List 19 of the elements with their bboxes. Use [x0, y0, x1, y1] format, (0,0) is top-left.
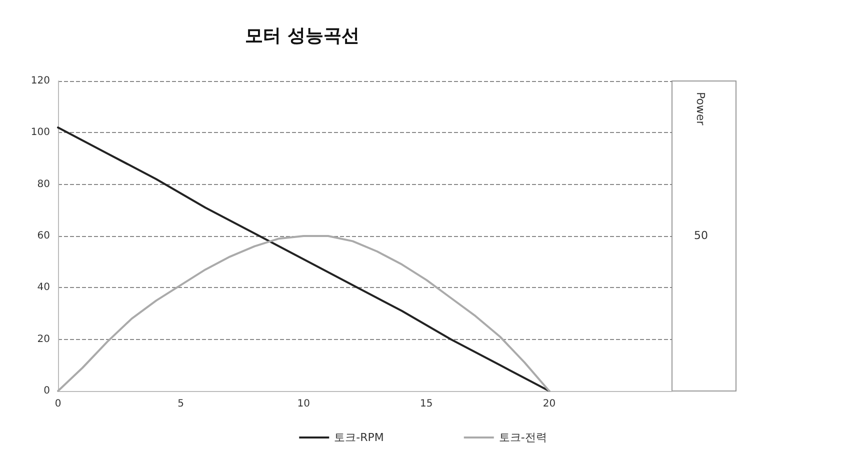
chart-title: 모터 성능곡선 [245, 26, 360, 46]
text: 50 [694, 229, 708, 242]
y-tick-label: 120 [30, 76, 50, 86]
x-tick-label: 20 [542, 398, 556, 410]
y-tick-label: 0 [44, 386, 50, 396]
y-tick-label: 20 [37, 334, 50, 345]
text: Power [694, 92, 707, 126]
x-tick-label: 10 [297, 398, 310, 410]
x-tick-label: 15 [420, 398, 433, 410]
legend-label: 토크-전력 [498, 431, 547, 444]
y-tick-label: 40 [37, 282, 50, 294]
line-series [57, 235, 550, 392]
line-series [57, 126, 550, 392]
x-tick-label: 5 [178, 398, 184, 410]
y-tick-label: 80 [37, 178, 50, 190]
x-tick-label: 0 [54, 398, 62, 410]
y-tick-label: 60 [37, 230, 50, 242]
y-tick-label: 100 [30, 127, 50, 138]
legend-label: 토크-RPM [334, 431, 384, 444]
